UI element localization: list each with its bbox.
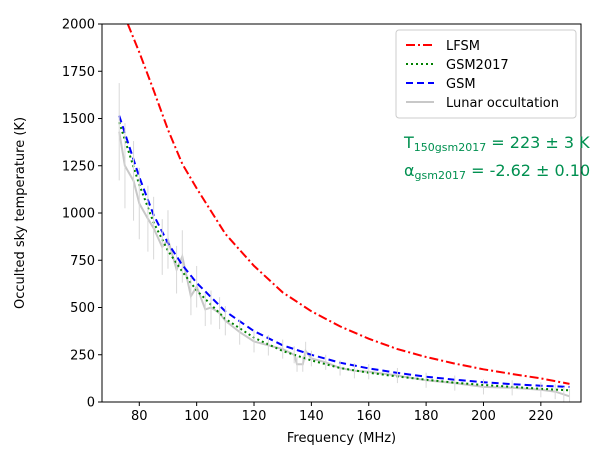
y-tick-label: 750 [70, 254, 95, 269]
x-tick-label: 180 [414, 409, 439, 424]
annotation-text: αgsm2017 = -2.62 ± 0.10 [404, 161, 590, 182]
legend: LFSM GSM2017 GSM Lunar occultation [395, 29, 577, 119]
x-axis-ticks: 80 100 120 140 160 180 200 220 [131, 402, 553, 424]
y-axis-ticks: 0 250 500 750 1000 1250 1500 1750 2000 [62, 18, 102, 411]
legend-label: Lunar occultation [446, 96, 559, 111]
legend-box [395, 29, 577, 119]
error-bars-group [118, 83, 571, 402]
y-tick-label: 0 [87, 396, 95, 411]
x-tick-label: 80 [131, 409, 148, 424]
y-tick-label: 250 [70, 348, 95, 363]
annotation-text: T150gsm2017 = 223 ± 3 K [403, 133, 590, 154]
legend-label: GSM [446, 77, 476, 92]
y-tick-label: 1000 [62, 207, 95, 222]
x-tick-label: 200 [471, 409, 496, 424]
series-line-lunar-occultation [118, 131, 570, 398]
x-axis-label: Frequency (MHz) [287, 431, 396, 446]
y-tick-label: 500 [70, 301, 95, 316]
y-tick-label: 1750 [62, 65, 95, 80]
x-tick-label: 140 [299, 409, 324, 424]
y-axis-label: Occulted sky temperature (K) [13, 117, 28, 309]
y-tick-label: 1250 [62, 159, 95, 174]
legend-label: LFSM [446, 39, 480, 54]
x-tick-label: 220 [528, 409, 553, 424]
x-tick-label: 160 [356, 409, 381, 424]
legend-label: GSM2017 [446, 58, 509, 73]
y-tick-label: 1500 [62, 112, 95, 127]
y-tick-label: 2000 [62, 18, 95, 33]
series-line-lfsm [126, 24, 570, 385]
annotations: T150gsm2017 = 223 ± 3 K αgsm2017 = -2.62 … [403, 133, 590, 182]
x-tick-label: 100 [184, 409, 209, 424]
x-tick-label: 120 [242, 409, 267, 424]
